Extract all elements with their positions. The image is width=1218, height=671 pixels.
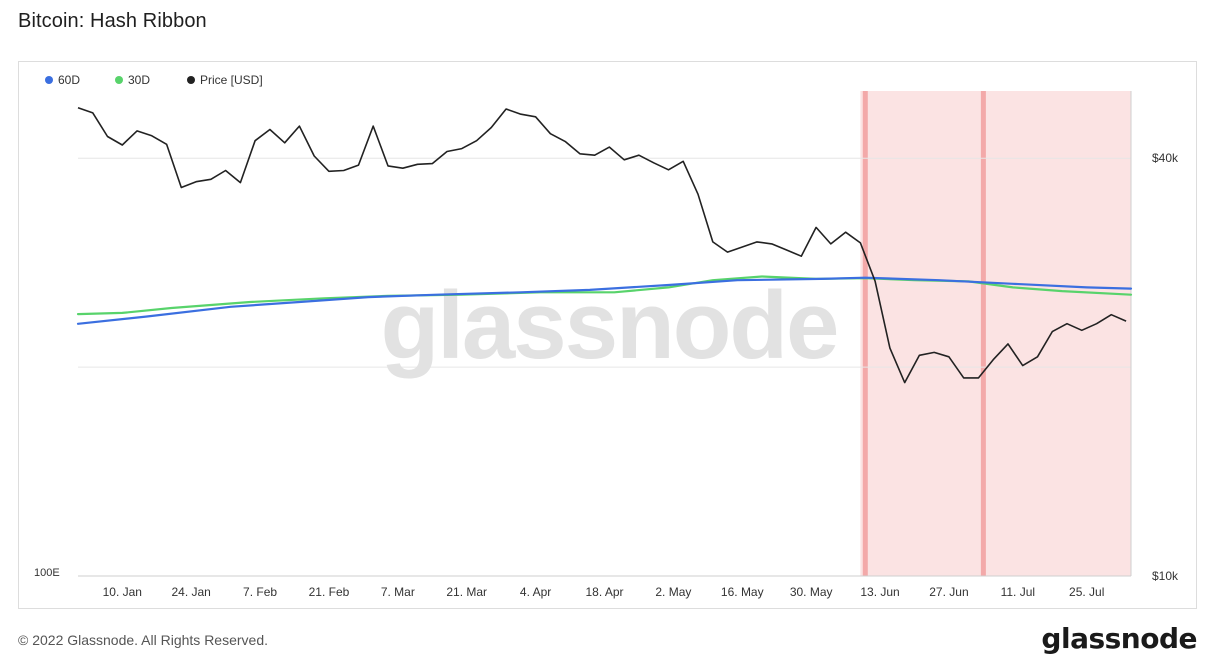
legend-label[interactable]: Price [USD] (200, 73, 263, 87)
axes: 10. Jan 24. Jan 7. Feb 21. Feb 7. Mar 21. Mar… (34, 91, 1179, 599)
x-tick-label: 11. Jul (1001, 585, 1035, 599)
x-tick-label: 13. Jun (860, 585, 899, 599)
x-tick-label: 30. May (790, 585, 833, 599)
x-tick-label: 21. Feb (309, 585, 350, 599)
price-line-group (77, 106, 1127, 384)
capitulation-zone-band (860, 91, 1131, 576)
x-tick-label: 25. Jul (1069, 585, 1104, 599)
legend[interactable]: 60D 30D Price [USD] (45, 73, 263, 87)
legend-label[interactable]: 60D (58, 73, 80, 87)
legend-marker[interactable] (45, 76, 53, 84)
right-axis-tick-label: $10k (1152, 569, 1179, 583)
x-tick-label: 4. Apr (520, 585, 551, 599)
capitulation-marker (980, 91, 986, 576)
chart-panel: glassnode 10. Jan 24. Jan 7. Feb 21. Feb 7. … (18, 61, 1197, 609)
x-tick-label: 24. Jan (171, 585, 210, 599)
x-tick-label: 21. Mar (446, 585, 487, 599)
glassnode-watermark: glassnode (381, 272, 838, 379)
x-tick-label: 16. May (721, 585, 764, 599)
x-tick-label: 10. Jan (103, 585, 142, 599)
capitulation-marker (862, 91, 868, 576)
x-tick-label: 7. Mar (381, 585, 415, 599)
x-tick-label: 2. May (655, 585, 691, 599)
left-axis-tick-label: 100E (34, 567, 60, 579)
legend-label[interactable]: 30D (128, 73, 150, 87)
legend-marker[interactable] (115, 76, 123, 84)
page-title: Bitcoin: Hash Ribbon (18, 10, 207, 32)
right-axis-tick-label: $40k (1152, 151, 1179, 165)
capitulation-zone (860, 91, 1131, 576)
x-tick-label: 7. Feb (243, 585, 277, 599)
copyright-text: © 2022 Glassnode. All Rights Reserved. (18, 632, 269, 648)
x-tick-label: 27. Jun (929, 585, 968, 599)
series-60d-line (76, 276, 1133, 325)
legend-marker[interactable] (187, 76, 195, 84)
x-tick-label: 18. Apr (585, 585, 623, 599)
hash-ribbon-chart: glassnode 10. Jan 24. Jan 7. Feb 21. Feb 7. … (34, 73, 1179, 599)
hash-ribbon-lines (76, 275, 1133, 325)
price-line (77, 106, 1127, 384)
glassnode-logo[interactable]: glassnode (1041, 622, 1197, 655)
